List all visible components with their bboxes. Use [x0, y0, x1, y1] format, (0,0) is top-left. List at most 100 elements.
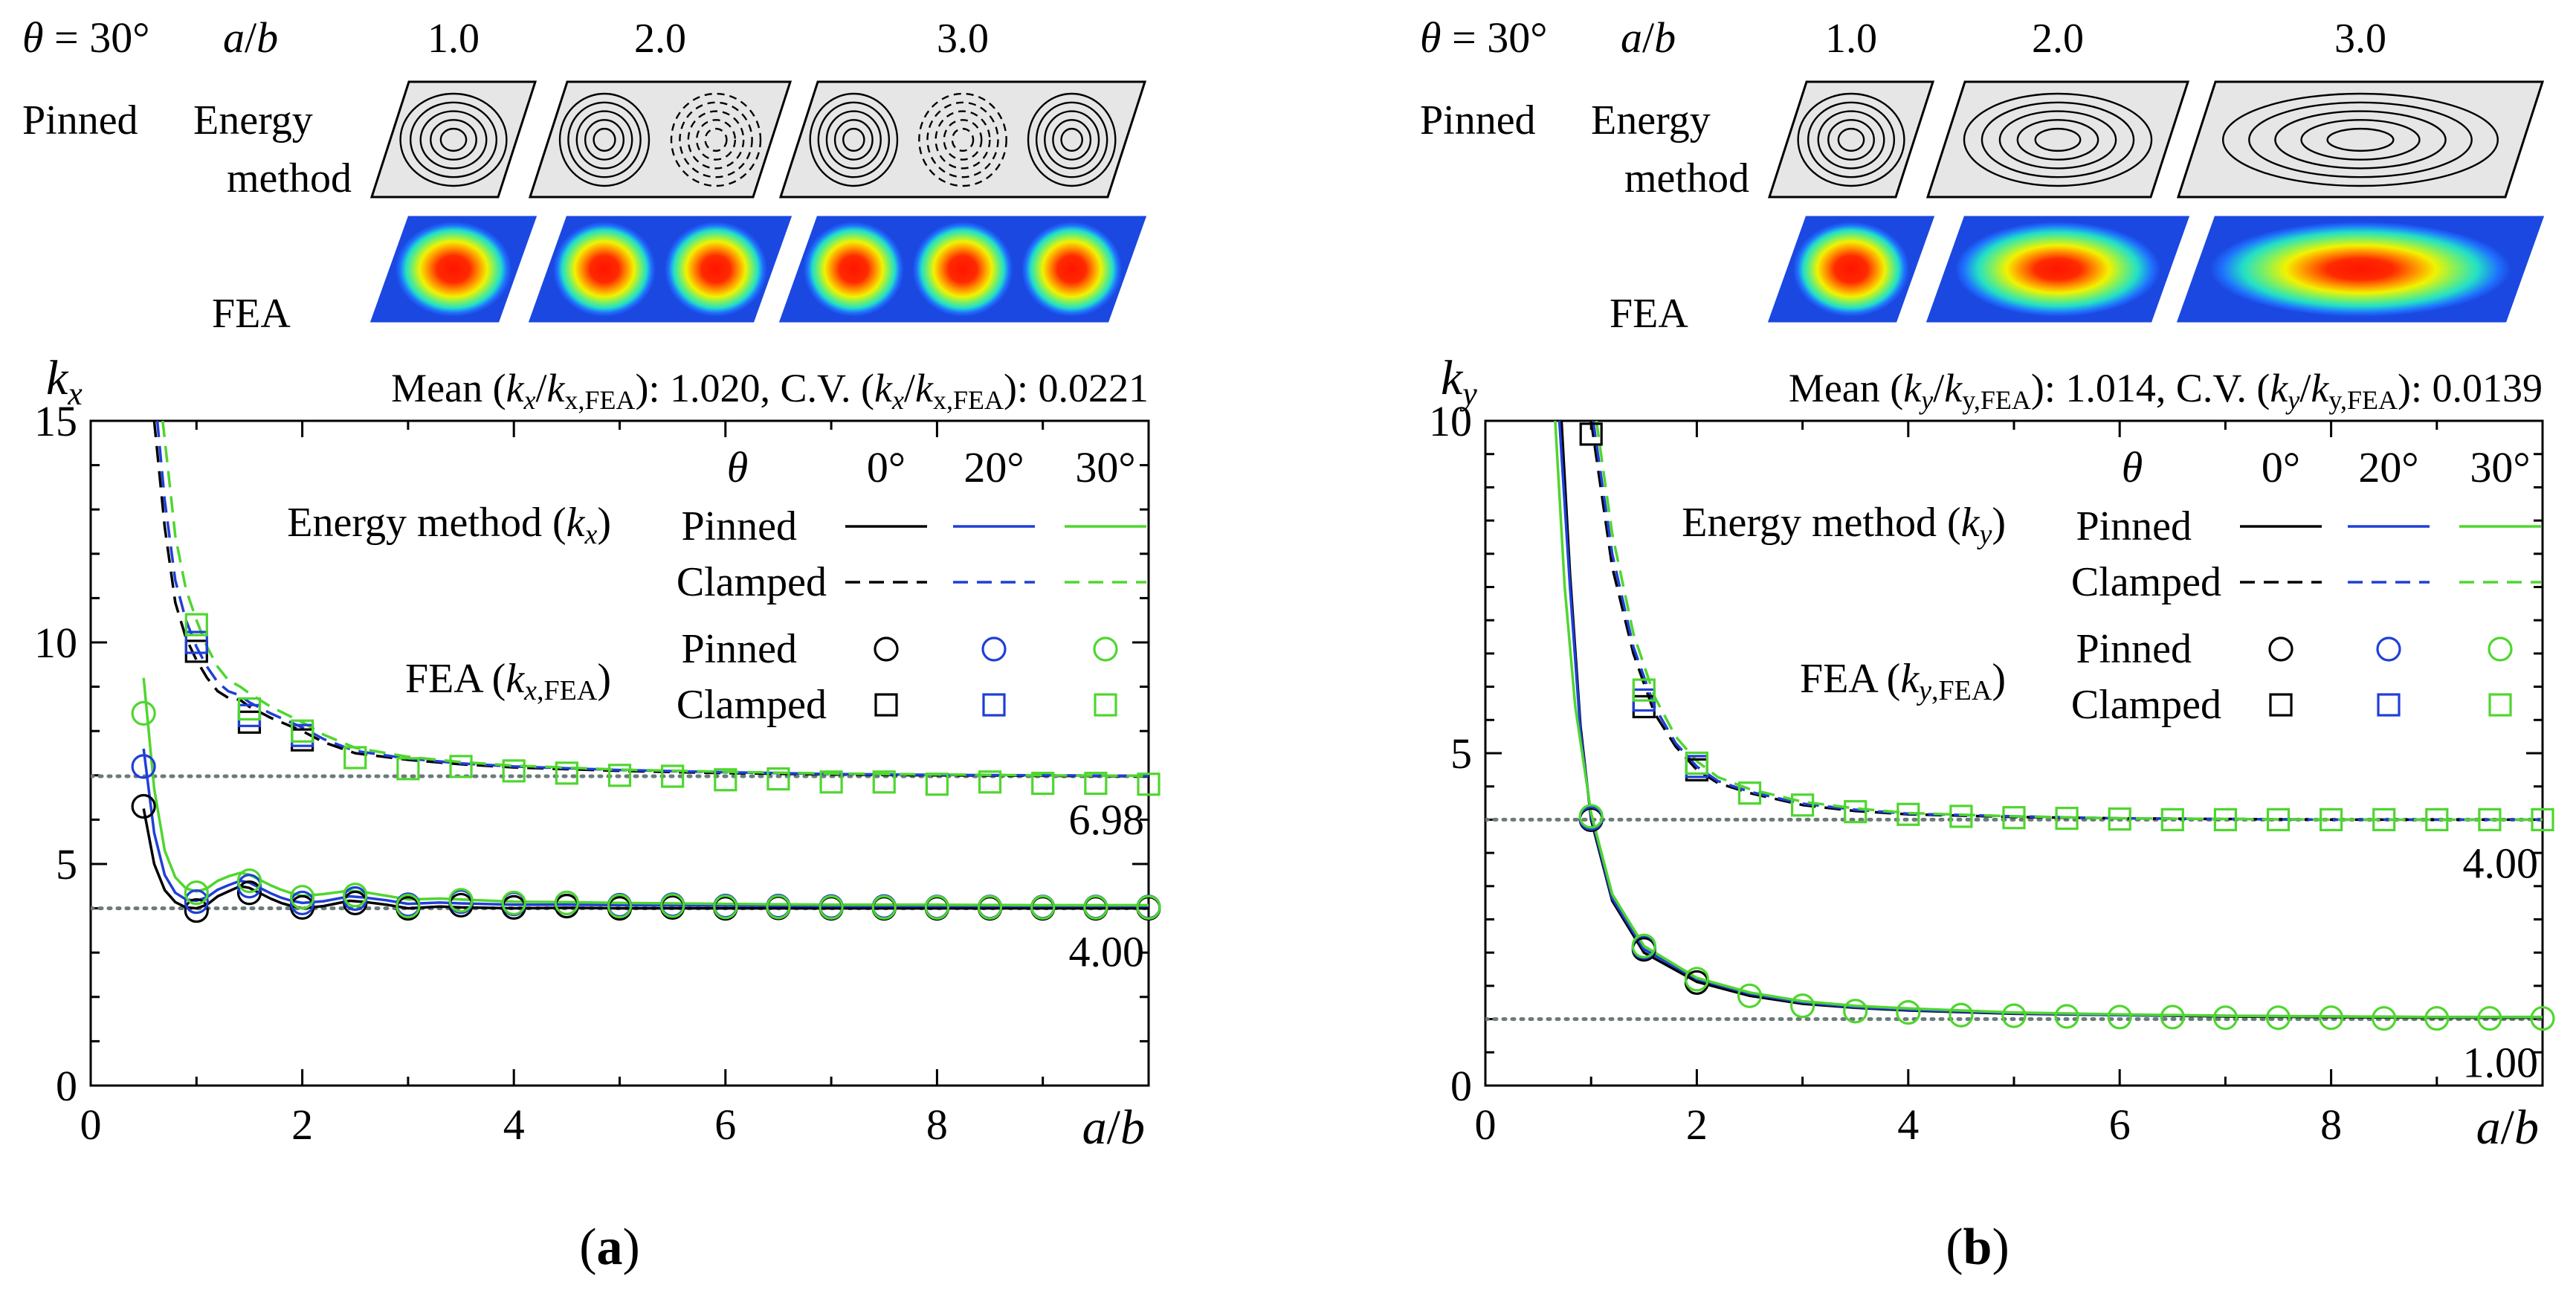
legend-energy-k: k: [566, 500, 586, 546]
legend-square-swatch: [2269, 693, 2293, 717]
ratio-value-2: 2.0: [2032, 16, 2084, 62]
data-point-circle: [290, 890, 315, 916]
data-point-square: [872, 770, 896, 794]
contour-line: [833, 119, 874, 161]
data-point-square: [2213, 807, 2237, 832]
ratio-value-3: 3.0: [2334, 16, 2386, 62]
x-tick-label: 4: [503, 1100, 525, 1149]
contour-line: [1035, 101, 1108, 178]
title-text: Mean (: [1789, 366, 1903, 410]
legend-energy-close: ): [1992, 500, 2006, 546]
data-point-circle: [2477, 1006, 2502, 1031]
contour-line: [2248, 101, 2473, 178]
legend-fea-sub: y: [1916, 675, 1931, 706]
reference-line-label: 1.00: [2463, 1039, 2539, 1087]
ratio-b: b: [1654, 13, 1676, 62]
legend-clamped-line: Clamped: [677, 559, 827, 605]
title-k: k: [2270, 366, 2288, 410]
y-tick-label: 5: [1450, 729, 1472, 778]
series-line: [142, 748, 1149, 908]
data-point-circle: [1578, 804, 1604, 829]
series-line: [1592, 421, 2543, 822]
legend-energy-label: Energy method (kx): [287, 500, 611, 550]
data-point-circle: [2160, 1005, 2185, 1030]
series-line: [161, 421, 1149, 778]
x-tick-label: 6: [2109, 1100, 2131, 1149]
data-point-square: [1737, 781, 1762, 805]
data-point-square: [343, 746, 367, 770]
panel-label-close: ): [623, 1219, 640, 1276]
data-point-circle: [924, 894, 950, 920]
y-tick-label: 10: [34, 619, 77, 667]
legend-fea-text: FEA (: [405, 656, 506, 702]
x-axis-label: a/b: [2476, 1100, 2539, 1155]
data-point-square: [1791, 793, 1815, 817]
data-point-square: [2478, 807, 2502, 832]
contour-line: [670, 92, 762, 187]
data-point-square: [2055, 807, 2079, 831]
fea-header-label: FEA: [212, 291, 291, 337]
contour-line: [2300, 119, 2421, 161]
data-point-circle: [2319, 1005, 2344, 1031]
x-axis-label-slash: /: [2501, 1100, 2515, 1155]
title-slash: /: [1933, 366, 1944, 410]
x-tick-label: 2: [1686, 1100, 1708, 1149]
data-point-square: [714, 768, 737, 792]
data-point-square: [237, 697, 262, 721]
data-point-square: [449, 755, 473, 778]
ratio-value-3: 3.0: [937, 16, 989, 62]
data-point-square: [2425, 807, 2449, 832]
data-point-square: [1579, 422, 1603, 446]
fea-header-label: FEA: [1610, 291, 1688, 337]
data-point-square: [2266, 807, 2291, 832]
fea-heat-lobe: [803, 222, 904, 317]
data-point-square: [661, 764, 685, 788]
contour-line: [399, 92, 508, 187]
legend-fea-label: FEA (kx,FEA): [405, 656, 611, 706]
y-axis-label: ky: [1441, 351, 1477, 412]
contour-line: [825, 110, 882, 170]
title-text: Mean (: [391, 366, 506, 410]
data-point-circle: [2001, 1003, 2027, 1028]
y-axis-label-sub: x: [67, 375, 83, 412]
legend-circle-swatch: [1093, 636, 1118, 662]
contour-line: [409, 101, 498, 178]
data-point-square: [766, 767, 790, 791]
y-tick-label: 0: [1450, 1062, 1472, 1110]
title-k: k: [1944, 366, 1963, 410]
data-point-square: [1897, 802, 1920, 826]
plot-area: [91, 421, 1149, 911]
contour-line: [918, 92, 1007, 187]
legend-square-swatch: [982, 693, 1006, 717]
contour-line: [2274, 110, 2447, 170]
contour-line: [419, 110, 488, 170]
legend-energy-k: k: [1961, 500, 1981, 546]
legend-energy-sub: y: [1976, 519, 1992, 550]
data-point-circle: [1949, 1002, 1974, 1028]
method-header-label: method: [1624, 155, 1749, 201]
data-point-circle: [448, 888, 474, 913]
data-point-square: [184, 631, 208, 654]
theta-label: θ = 30°: [22, 13, 149, 62]
data-point-circle: [977, 894, 1003, 920]
data-point-square: [502, 759, 526, 783]
legend-square-swatch: [2488, 693, 2512, 717]
legend-angle-2: 30°: [1075, 443, 1135, 491]
contour-line: [943, 119, 983, 161]
ratio-slash: /: [245, 13, 257, 62]
legend-angle-0: 0°: [867, 443, 906, 491]
x-tick-label: 4: [1897, 1100, 1919, 1149]
title-text: ): 1.020, C.V. (: [636, 366, 875, 410]
data-point-square: [291, 719, 314, 743]
ratio-value-2: 2.0: [634, 16, 686, 62]
legend-energy-text: Energy method (: [1682, 500, 1960, 546]
data-point-square: [2002, 806, 2026, 830]
contour-line: [842, 127, 865, 152]
title-k: k: [874, 366, 893, 410]
panel-label-close: ): [1992, 1219, 2009, 1276]
title-slash: /: [904, 366, 915, 410]
contour-line: [951, 127, 975, 152]
